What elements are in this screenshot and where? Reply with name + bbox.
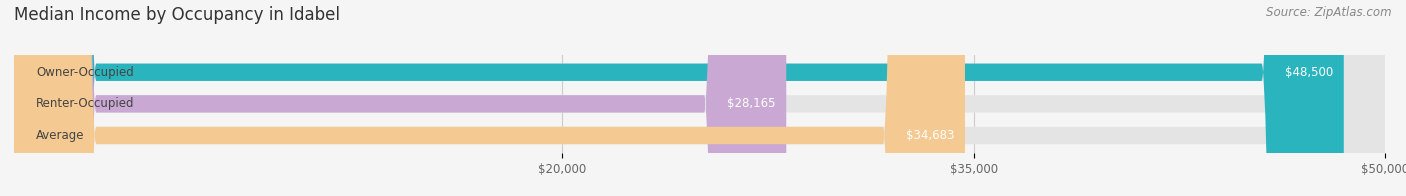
FancyBboxPatch shape [14, 0, 965, 196]
Text: Median Income by Occupancy in Idabel: Median Income by Occupancy in Idabel [14, 6, 340, 24]
Text: Owner-Occupied: Owner-Occupied [37, 66, 134, 79]
Text: $28,165: $28,165 [727, 97, 775, 110]
Text: Source: ZipAtlas.com: Source: ZipAtlas.com [1267, 6, 1392, 19]
FancyBboxPatch shape [14, 0, 1344, 196]
FancyBboxPatch shape [14, 0, 1385, 196]
FancyBboxPatch shape [14, 0, 786, 196]
Text: $34,683: $34,683 [905, 129, 955, 142]
Text: $48,500: $48,500 [1285, 66, 1333, 79]
FancyBboxPatch shape [14, 0, 1385, 196]
FancyBboxPatch shape [14, 0, 1385, 196]
Text: Renter-Occupied: Renter-Occupied [37, 97, 135, 110]
Text: Average: Average [37, 129, 84, 142]
